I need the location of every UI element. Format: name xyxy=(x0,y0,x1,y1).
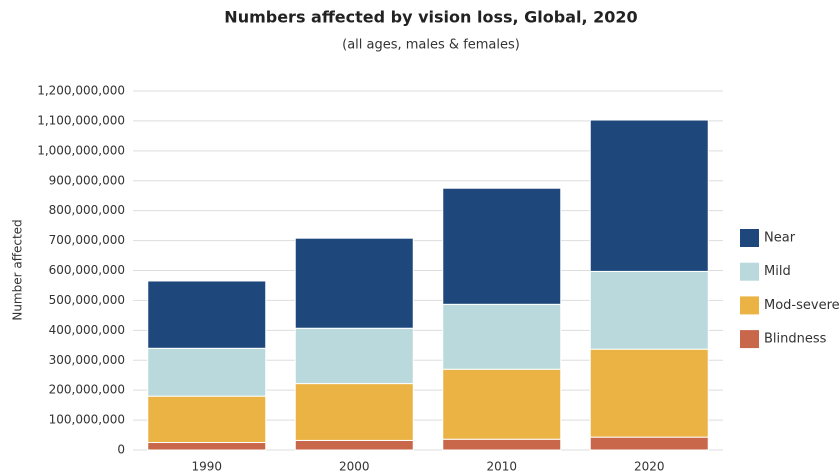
legend-label: Mod-severe xyxy=(764,298,840,313)
chart-subtitle: (all ages, males & females) xyxy=(342,38,520,53)
y-tick-label: 900,000,000 xyxy=(49,173,125,187)
legend-swatch xyxy=(740,262,759,281)
bar-segment xyxy=(589,348,709,438)
y-tick-label: 100,000,000 xyxy=(49,413,125,427)
bar-segment xyxy=(294,237,414,329)
y-tick-label: 300,000,000 xyxy=(49,353,125,367)
bar-segment xyxy=(294,327,414,385)
bar-segment xyxy=(589,119,709,272)
y-tick-label: 1,100,000,000 xyxy=(37,113,125,127)
y-tick-label: 0 xyxy=(117,443,125,457)
chart-title: Numbers affected by vision loss, Global,… xyxy=(224,8,637,27)
legend-swatch xyxy=(740,330,759,349)
y-tick-label: 1,000,000,000 xyxy=(37,143,125,157)
y-tick-label: 200,000,000 xyxy=(49,383,125,397)
y-axis-label: Number affected xyxy=(11,219,25,320)
legend-label: Blindness xyxy=(764,332,827,347)
legend-label: Near xyxy=(764,231,796,246)
bar-segment xyxy=(147,395,267,444)
bar-segment xyxy=(442,438,562,451)
legend-swatch xyxy=(740,229,759,247)
y-tick-label: 600,000,000 xyxy=(49,263,125,277)
legend-swatch xyxy=(740,296,759,315)
legend-label: Mild xyxy=(764,264,791,279)
y-tick-label: 800,000,000 xyxy=(49,203,125,217)
bar-segment xyxy=(294,383,414,441)
x-tick-label: 2000 xyxy=(339,460,370,472)
y-tick-label: 500,000,000 xyxy=(49,293,125,307)
y-tick-label: 700,000,000 xyxy=(49,233,125,247)
y-tick-label: 400,000,000 xyxy=(49,323,125,337)
x-tick-label: 2010 xyxy=(486,460,517,472)
x-tick-label: 1990 xyxy=(191,460,222,472)
bar-segment xyxy=(442,303,562,370)
bar-segment xyxy=(147,280,267,349)
bar-segment xyxy=(589,270,709,350)
bar-segment xyxy=(147,347,267,397)
bar-segment xyxy=(442,187,562,305)
bar-segment xyxy=(147,442,267,451)
y-tick-label: 1,200,000,000 xyxy=(37,84,125,98)
x-tick-label: 2020 xyxy=(634,460,665,472)
bar-segment xyxy=(442,368,562,440)
bar-segment xyxy=(589,436,709,451)
bar-segment xyxy=(294,439,414,451)
